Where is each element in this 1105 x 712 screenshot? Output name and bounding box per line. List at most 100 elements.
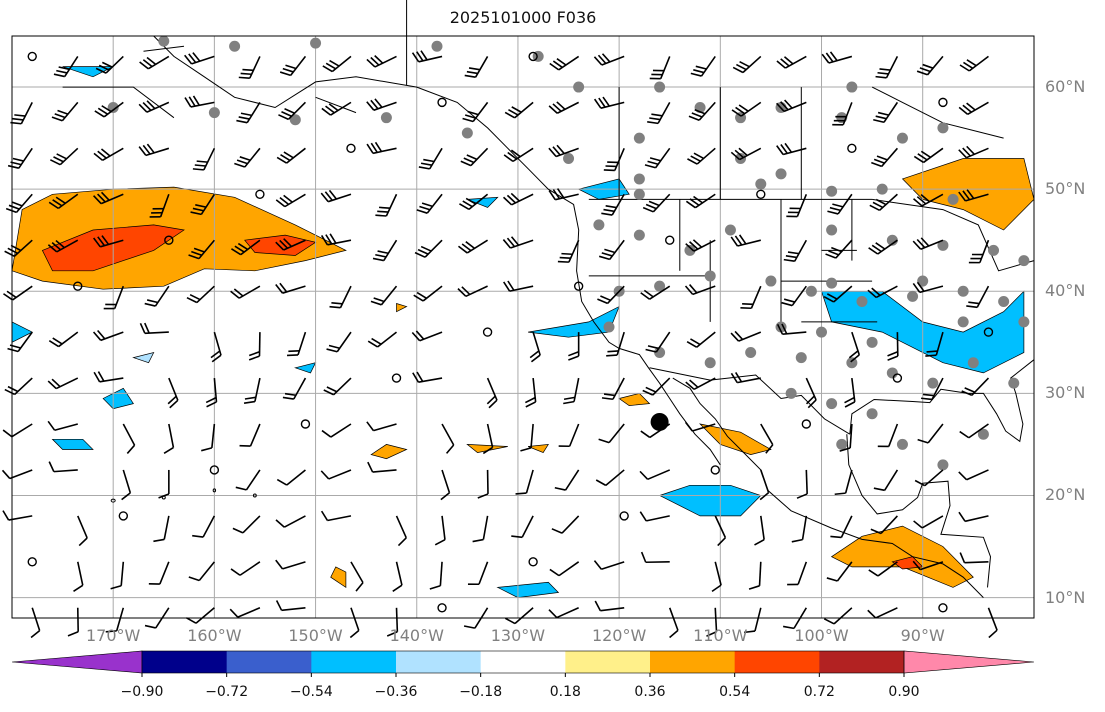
wind-barb xyxy=(868,561,898,577)
station-dot xyxy=(158,35,170,47)
wind-barb xyxy=(429,561,443,590)
wind-barb xyxy=(188,239,215,260)
wind-barb xyxy=(47,377,79,390)
station-dot xyxy=(755,178,767,190)
wind-barb xyxy=(275,600,306,612)
lon-label: 170°W xyxy=(86,626,141,645)
wind-barb xyxy=(411,330,443,342)
wind-barb xyxy=(511,515,534,539)
colorbar-tick-label: −0.36 xyxy=(374,684,418,700)
wind-barb xyxy=(776,99,807,113)
calm-wind-circle xyxy=(619,511,629,521)
wind-barb xyxy=(235,469,261,491)
anomaly-region xyxy=(294,362,317,374)
lon-label: 110°W xyxy=(693,626,748,645)
colorbar-outline xyxy=(141,650,905,674)
wind-barb xyxy=(502,236,534,249)
coastline xyxy=(672,377,984,598)
station-dot xyxy=(563,153,575,165)
wind-barb xyxy=(668,607,679,639)
wind-barb xyxy=(958,145,989,159)
wind-barb xyxy=(867,285,898,299)
station-dot xyxy=(896,132,908,144)
wind-barb xyxy=(229,607,261,618)
wind-barb xyxy=(322,55,352,73)
wind-barb xyxy=(601,377,625,401)
colorbar-tick-label: 0.18 xyxy=(549,684,581,700)
colorbar-segment xyxy=(819,651,905,673)
coastline xyxy=(871,86,1004,139)
station-dot xyxy=(886,367,898,379)
wind-barb xyxy=(917,423,944,444)
wind-barb xyxy=(462,101,489,123)
wind-barb xyxy=(759,469,770,501)
anomaly-region xyxy=(132,351,155,364)
station-dot xyxy=(380,112,392,124)
wind-barb xyxy=(554,469,580,491)
wind-barb xyxy=(367,461,397,473)
wind-barb xyxy=(234,147,261,168)
wind-barb xyxy=(323,377,352,396)
wind-barb xyxy=(504,101,534,119)
station-dot xyxy=(684,244,696,256)
station-dot xyxy=(846,81,858,93)
wind-barb xyxy=(67,607,79,637)
wind-barb xyxy=(205,377,218,408)
station-dot xyxy=(765,275,777,287)
wind-barb xyxy=(601,193,625,216)
island xyxy=(212,488,217,493)
wind-barb xyxy=(870,515,898,535)
wind-barb xyxy=(459,193,489,211)
station-dot xyxy=(785,387,797,399)
wind-barb xyxy=(685,239,716,252)
wind-barb xyxy=(787,561,808,586)
wind-barb xyxy=(868,239,898,255)
lon-label: 130°W xyxy=(490,626,546,645)
station-dot xyxy=(826,277,838,289)
wind-barb xyxy=(730,372,761,384)
wind-barb xyxy=(201,423,216,452)
wind-barb xyxy=(386,607,399,637)
wind-barb xyxy=(275,238,306,251)
wind-barb xyxy=(959,55,989,72)
wind-barb xyxy=(503,147,534,163)
map-frame xyxy=(11,35,1035,619)
anomaly-region xyxy=(102,387,134,410)
station-dot xyxy=(1018,255,1030,267)
station-dot xyxy=(937,122,949,134)
wind-barb xyxy=(867,607,898,619)
lon-label: 140°W xyxy=(389,626,444,645)
highlight-marker xyxy=(650,412,669,431)
wind-barb xyxy=(230,285,261,299)
colorbar-segment xyxy=(396,651,482,673)
station-dot xyxy=(816,326,828,338)
wind-barb xyxy=(557,239,580,263)
wind-barb xyxy=(548,101,580,114)
lat-label: 50°N xyxy=(1045,179,1086,199)
calm-wind-circle xyxy=(710,465,720,475)
calm-wind-circle xyxy=(164,235,174,245)
wind-barb xyxy=(958,189,989,202)
wind-barb xyxy=(548,144,579,158)
station-dot xyxy=(724,224,736,236)
wind-barb xyxy=(548,607,579,619)
wind-barb xyxy=(48,193,79,210)
wind-barb xyxy=(647,101,671,125)
wind-barb xyxy=(711,561,722,593)
wind-barb xyxy=(148,561,170,585)
wind-barb xyxy=(2,510,33,521)
station-dot xyxy=(826,224,838,236)
station-dot xyxy=(461,127,473,139)
wind-barb xyxy=(105,607,125,633)
calm-wind-circle xyxy=(73,281,83,291)
wind-barb xyxy=(688,101,716,121)
wind-barb xyxy=(827,193,853,215)
wind-barb xyxy=(593,53,625,66)
wind-barb xyxy=(149,193,170,218)
wind-barb xyxy=(248,332,261,361)
lon-label: 120°W xyxy=(591,626,647,645)
wind-barb xyxy=(563,377,580,405)
wind-barb xyxy=(743,607,762,634)
calm-wind-circle xyxy=(528,557,538,567)
wind-barb xyxy=(276,469,306,486)
